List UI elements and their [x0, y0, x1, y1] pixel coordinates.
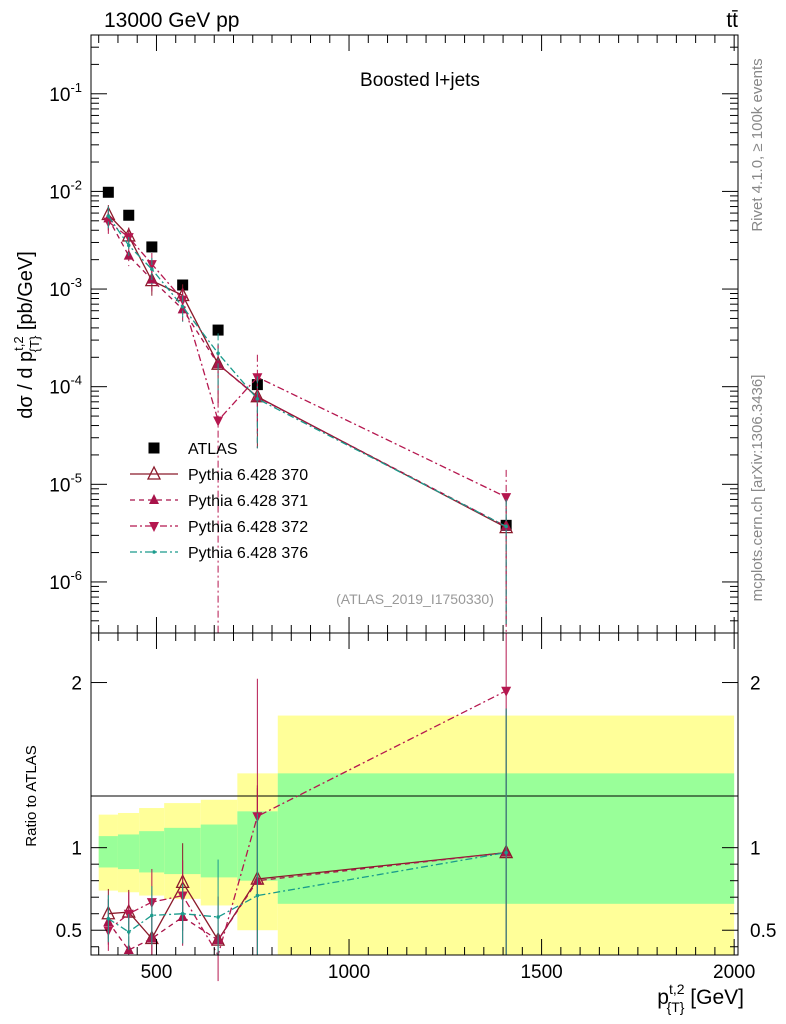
ratio-point — [150, 913, 154, 918]
ratio-series-layer — [101, 633, 514, 982]
legend-marker — [149, 522, 159, 532]
legend-marker — [152, 550, 156, 554]
ratio-panel: 500 1000 1500 2000 0.5 0.5 1 1 2 2 Ratio to ATLAS… — [23, 632, 776, 1015]
ratio-point — [180, 911, 185, 916]
legend-marker — [148, 442, 160, 454]
green-band-bin — [117, 834, 140, 870]
ratio-y-tick-label-left: 0.5 — [56, 921, 82, 942]
main-y-ticks: 10-1 10-2 10-3 10-4 10-5 10-6 — [49, 34, 738, 634]
main-point — [150, 267, 154, 271]
legend-marker — [149, 494, 159, 504]
legend-marker — [146, 465, 162, 480]
green-band-bin — [139, 831, 165, 873]
ratio-y-tick-label-right: 2 — [750, 674, 761, 695]
main-point — [126, 243, 131, 248]
main-y-tick-label: 10-4 — [49, 373, 82, 399]
ratio-uncertainty-bands — [98, 715, 735, 955]
main-y-tick-label: 10-6 — [49, 568, 82, 594]
main-panel: 10-110-210-310-410-510-6 Boosted l+jets … — [11, 34, 739, 634]
mcplots-label: mcplots.cern.ch [arXiv:1306.3436] — [749, 375, 766, 602]
main-point — [504, 524, 508, 529]
main-point — [123, 209, 135, 221]
main-point — [102, 186, 114, 198]
legend: ATLAS Pythia 6.428 370 Pythia 6.428 371 Pyt… — [130, 441, 308, 562]
main-series-1 — [101, 205, 514, 626]
ratio-x-tick-label: 500 — [141, 962, 173, 983]
main-series-line — [107, 221, 507, 498]
main-y-axis-label: dσ / d pt,2{T} [pb/GeV] — [11, 251, 42, 419]
legend-label: Pythia 6.428 372 — [188, 519, 308, 536]
ratio-ticks: 500 1000 1500 2000 0.5 0.5 1 1 2 2 — [56, 633, 776, 983]
main-point — [213, 358, 224, 369]
ratio-y-tick-label-left: 1 — [71, 839, 82, 860]
ratio-y-tick-label-right: 1 — [750, 839, 761, 860]
main-point — [106, 214, 111, 218]
ratio-series-3 — [106, 708, 508, 955]
ratio-frame — [90, 632, 739, 956]
main-point — [501, 493, 512, 504]
ratio-point — [126, 930, 131, 934]
chart-title: Boosted l+jets — [360, 70, 480, 91]
legend-label: ATLAS — [188, 441, 238, 458]
main-series-layer — [101, 186, 514, 633]
x-axis-label: pt,2 {T} [GeV] — [657, 981, 744, 1015]
main-point — [216, 351, 220, 356]
header-energy-label: 13000 GeV pp — [104, 9, 239, 32]
legend-label: Pythia 6.428 376 — [188, 545, 308, 562]
main-y-tick-label: 10-3 — [49, 275, 82, 301]
analysis-watermark: (ATLAS_2019_I1750330) — [336, 591, 494, 607]
ratio-x-tick-label: 1000 — [328, 962, 370, 983]
header-process-label: tt̄ — [726, 9, 738, 32]
legend-label: Pythia 6.428 371 — [188, 493, 308, 510]
ratio-x-tick-label: 1500 — [520, 962, 562, 983]
ratio-y-axis-label: Ratio to ATLAS — [23, 745, 40, 846]
svg-text:pt,2{T} [GeV]: pt,2 {T} [GeV] — [657, 981, 744, 1015]
main-series-4 — [106, 206, 508, 625]
main-point — [180, 304, 185, 309]
ratio-point — [216, 915, 220, 919]
green-band-bin — [200, 824, 238, 878]
ratio-point — [255, 893, 260, 898]
main-y-tick-label: 10-2 — [49, 177, 82, 203]
ratio-y-tick-label-left: 2 — [71, 674, 82, 695]
svg-text:dσ / d pt,2{T} [pb/GeV]: dσ / d pt,2{T} [pb/GeV] — [11, 251, 42, 419]
rivet-version-label: Rivet 4.1.0, ≥ 100k events — [749, 58, 766, 231]
main-point — [255, 397, 260, 401]
ratio-point — [504, 850, 508, 855]
ratio-point — [501, 686, 512, 697]
main-y-tick-label: 10-1 — [49, 80, 82, 106]
ratio-y-tick-label-right: 0.5 — [750, 921, 776, 942]
ratio-point — [106, 916, 111, 921]
ratio-x-tick-label: 2000 — [713, 962, 755, 983]
main-point — [146, 241, 158, 253]
legend-label: Pythia 6.428 370 — [188, 467, 308, 484]
main-point — [212, 324, 224, 336]
main-point — [146, 260, 157, 271]
green-band-bin — [98, 836, 118, 868]
main-point — [213, 416, 224, 427]
main-frame — [90, 34, 739, 634]
main-y-tick-label: 10-5 — [49, 470, 82, 496]
